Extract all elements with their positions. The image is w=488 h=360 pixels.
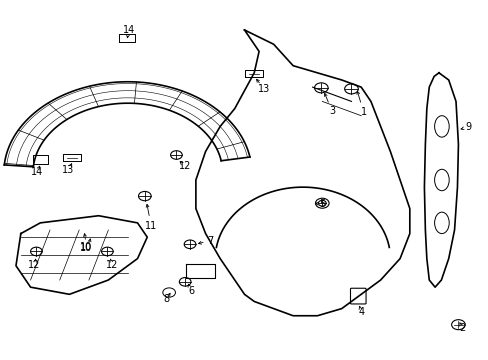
Text: 10: 10 — [80, 243, 92, 253]
Text: 12: 12 — [179, 161, 191, 171]
Text: 12: 12 — [28, 260, 41, 270]
Text: 4: 4 — [357, 307, 364, 317]
Text: 2: 2 — [458, 323, 465, 333]
Text: 14: 14 — [122, 25, 135, 35]
Text: 5: 5 — [319, 199, 325, 209]
Text: 11: 11 — [145, 221, 157, 231]
Text: 3: 3 — [328, 106, 334, 116]
Text: 7: 7 — [207, 236, 213, 246]
Text: 1: 1 — [360, 107, 366, 117]
Text: 9: 9 — [464, 122, 470, 132]
Text: 13: 13 — [62, 165, 75, 175]
Text: 13: 13 — [257, 84, 269, 94]
Text: 14: 14 — [31, 167, 43, 177]
Text: 6: 6 — [187, 287, 194, 296]
Text: 8: 8 — [163, 294, 169, 303]
Text: 10: 10 — [80, 242, 92, 252]
Text: 12: 12 — [106, 260, 118, 270]
